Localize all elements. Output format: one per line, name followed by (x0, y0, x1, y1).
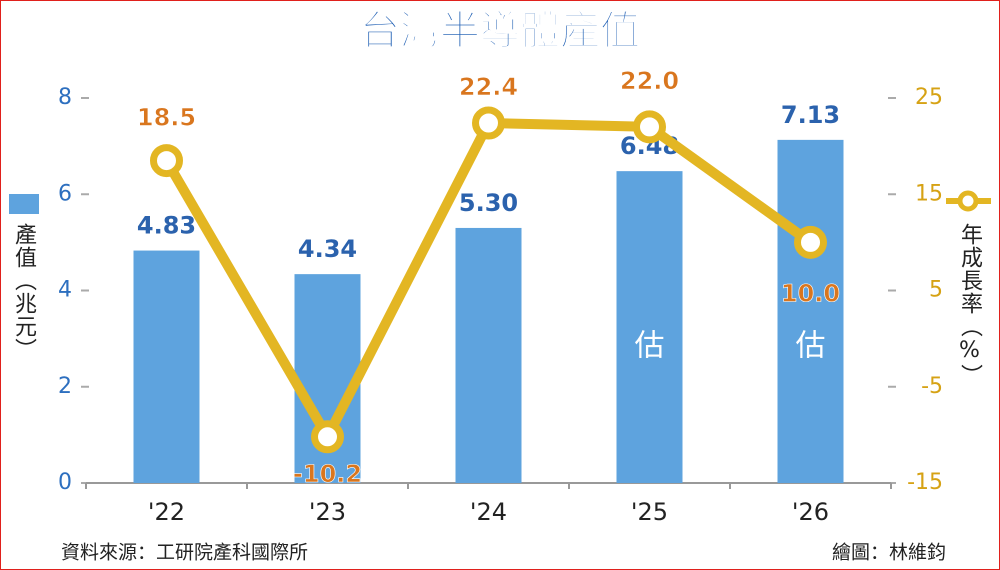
y-tick-label: 4 (58, 278, 72, 303)
bar (777, 139, 844, 483)
y2-tick-label: -5 (921, 374, 943, 399)
annotation: 估 (635, 329, 665, 364)
x-tick-label: '22 (148, 498, 185, 526)
x-tick-label: '23 (309, 498, 346, 526)
line-marker (150, 144, 183, 178)
line-marker (472, 106, 505, 140)
credit: 繪圖：林維鈞 (832, 542, 946, 564)
x-tick-label: '26 (792, 498, 829, 526)
legend-bar-icon (9, 194, 39, 214)
bar-value-label: 5.30 (459, 189, 518, 217)
y-tick-label: 0 (58, 470, 72, 495)
legend-marker-icon (957, 190, 979, 212)
line-marker (633, 110, 666, 144)
line-value-label: 22.4 (459, 73, 518, 101)
line-value-label: 10.0 (781, 279, 840, 307)
x-tick-label: '25 (631, 498, 668, 526)
line-value-label: -10.2 (293, 460, 362, 488)
y2-tick-label: 5 (929, 278, 943, 303)
y2-tick-label: 15 (915, 181, 943, 206)
source: 資料來源：工研院產科國際所 (61, 542, 308, 564)
line-marker (794, 225, 827, 259)
line-value-label: 22.0 (620, 67, 679, 95)
bar (455, 227, 522, 483)
y-tick-label: 6 (58, 181, 72, 206)
bar-value-label: 7.13 (781, 101, 840, 129)
y-tick-label: 2 (58, 374, 72, 399)
x-tick-label: '24 (470, 498, 507, 526)
annotation: 估 (796, 329, 826, 364)
y-tick-label: 8 (58, 85, 72, 110)
bar (133, 250, 200, 483)
y2-tick-label: -15 (907, 470, 943, 495)
line-marker (311, 420, 344, 454)
line-value-label: 18.5 (137, 104, 196, 132)
y2-tick-label: 25 (915, 85, 943, 110)
bar-value-label: 4.34 (298, 235, 357, 263)
legend-bar-label: 產值（兆元） (11, 223, 36, 361)
chart-title: 台灣半導體產值 (360, 8, 640, 54)
legend-line-label: 年成長率（%） (957, 223, 982, 387)
bar (616, 171, 683, 483)
bar-value-label: 4.83 (137, 212, 196, 240)
